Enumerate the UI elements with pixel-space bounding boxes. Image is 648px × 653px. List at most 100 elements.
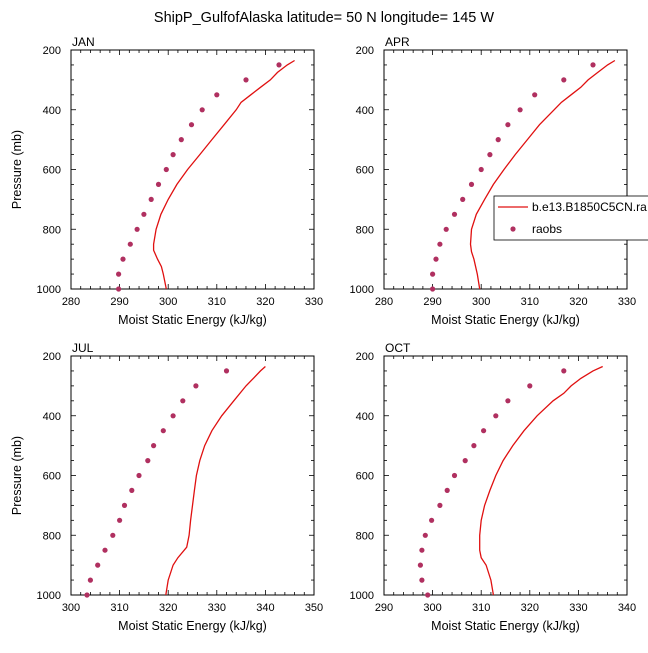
- x-tick-label: 300: [472, 296, 490, 308]
- x-tick-label: 310: [110, 602, 128, 614]
- legend-model-label: b.e13.B1850C5CN.ra: [532, 200, 647, 214]
- obs-point: [223, 368, 230, 374]
- y-tick-label: 600: [43, 165, 61, 177]
- obs-point: [160, 428, 166, 434]
- x-tick-label: 340: [618, 602, 636, 614]
- x-tick-label: 310: [208, 296, 226, 308]
- x-tick-label: 290: [423, 296, 441, 308]
- panel-oct: OCT 290 300 310 320 330 340 200 400 600 800 1000 Moi…: [350, 341, 637, 633]
- obs-point: [276, 62, 282, 68]
- obs-point: [178, 137, 184, 143]
- obs-point: [433, 256, 439, 262]
- legend-obs-label: raobs: [532, 222, 562, 236]
- panels: JAN 280 290 300 310 320 330 200 400 600 800 1000 Moi…: [10, 35, 636, 633]
- y-tick-label: 400: [356, 105, 374, 117]
- obs-point: [116, 271, 122, 277]
- obs-point: [163, 166, 169, 173]
- obs-point: [517, 107, 523, 113]
- obs-point: [134, 226, 140, 232]
- y-tick-label: 800: [43, 530, 61, 542]
- y-tick-label: 400: [356, 411, 374, 423]
- obs-point: [430, 286, 436, 292]
- x-tick-label: 320: [521, 602, 539, 614]
- model-line: [165, 366, 266, 595]
- x-axis-label: Moist Static Energy (kJ/kg): [431, 313, 580, 327]
- y-tick-label: 600: [356, 471, 374, 483]
- x-tick-label: 290: [375, 602, 393, 614]
- y-tick-label: 1000: [350, 590, 374, 602]
- x-axis-label: Moist Static Energy (kJ/kg): [118, 619, 267, 633]
- x-tick-label: 350: [305, 602, 323, 614]
- obs-point: [462, 458, 468, 464]
- obs-point: [151, 443, 157, 449]
- obs-point: [87, 577, 93, 583]
- obs-point: [110, 532, 116, 538]
- obs-point: [188, 122, 195, 128]
- legend-box: [493, 195, 648, 241]
- obs-point: [199, 107, 205, 113]
- y-tick-label: 1000: [37, 284, 61, 296]
- plot-frame: [383, 355, 628, 596]
- obs-point: [437, 502, 443, 508]
- x-tick-label: 320: [256, 296, 274, 308]
- obs-point: [419, 547, 425, 553]
- x-tick-label: 280: [375, 296, 393, 308]
- x-axis-label: Moist Static Energy (kJ/kg): [431, 619, 580, 633]
- obs-point: [493, 413, 499, 419]
- obs-point: [527, 383, 533, 389]
- obs-point: [117, 517, 123, 523]
- obs-point: [444, 487, 450, 493]
- obs-point: [443, 226, 449, 232]
- obs-point: [95, 562, 101, 568]
- obs-point: [468, 181, 475, 187]
- obs-point: [102, 547, 108, 553]
- obs-point: [121, 502, 128, 508]
- obs-point: [116, 286, 122, 292]
- plot-frame: [383, 49, 628, 290]
- obs-point: [422, 532, 428, 538]
- panel-title: OCT: [385, 341, 411, 355]
- panel-title: JAN: [72, 35, 95, 49]
- y-tick-label: 800: [356, 224, 374, 236]
- obs-point: [487, 152, 493, 158]
- y-axis-label: Pressure (mb): [10, 130, 24, 209]
- x-tick-label: 330: [208, 602, 226, 614]
- plot-frame: [70, 355, 315, 596]
- obs-point: [193, 383, 199, 389]
- y-tick-label: 600: [356, 165, 374, 177]
- plot-frame: [70, 49, 315, 290]
- model-line: [479, 365, 603, 595]
- obs-point: [170, 152, 176, 158]
- x-tick-label: 340: [256, 602, 274, 614]
- obs-point: [243, 77, 249, 83]
- legend: b.e13.B1850C5CN.ra raobs: [493, 195, 648, 241]
- obs-point: [145, 458, 151, 464]
- y-tick-label: 400: [43, 105, 61, 117]
- x-tick-label: 320: [159, 602, 177, 614]
- obs-point: [471, 443, 477, 449]
- obs-point: [84, 592, 90, 598]
- obs-point: [214, 92, 220, 98]
- legend-obs-marker: [510, 226, 516, 232]
- obs-point: [129, 487, 135, 493]
- x-tick-label: 320: [569, 296, 587, 308]
- y-tick-label: 200: [356, 45, 374, 57]
- x-tick-label: 330: [618, 296, 636, 308]
- obs-point: [561, 368, 567, 374]
- y-tick-label: 800: [356, 530, 374, 542]
- obs-point: [505, 398, 511, 404]
- x-tick-label: 330: [305, 296, 323, 308]
- obs-point: [505, 122, 511, 128]
- y-axis-label: Pressure (mb): [10, 436, 24, 515]
- y-tick-label: 800: [43, 224, 61, 236]
- model-line: [469, 59, 616, 289]
- obs-point: [120, 256, 126, 262]
- x-tick-label: 280: [62, 296, 80, 308]
- obs-point: [417, 562, 423, 568]
- obs-point: [532, 92, 538, 98]
- obs-point: [437, 241, 443, 247]
- obs-point: [495, 137, 501, 143]
- obs-point: [430, 271, 436, 277]
